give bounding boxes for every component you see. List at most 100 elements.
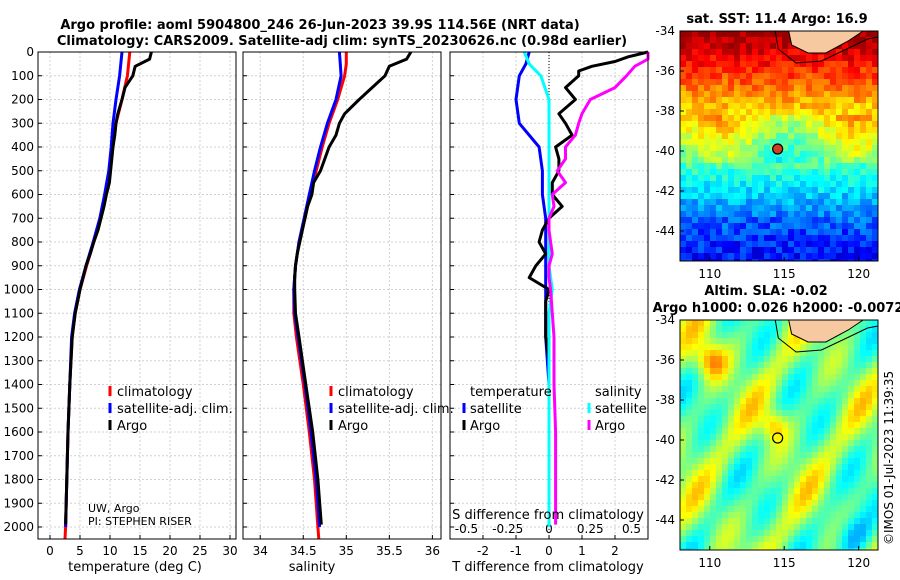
sla-map-cell <box>788 416 794 422</box>
sla-map-cell <box>860 428 866 434</box>
sla-map-cell <box>716 524 722 530</box>
sla-map-cell <box>776 398 782 404</box>
sst-map-cell <box>728 211 734 217</box>
sla-map-cell <box>830 434 836 440</box>
sst-map-cell <box>776 247 782 253</box>
sst-map-cell <box>710 133 716 139</box>
sst-map-cell <box>770 133 776 139</box>
sla-map-cell <box>728 536 734 542</box>
sla-map-cell <box>788 452 794 458</box>
sst-map-cell <box>836 211 842 217</box>
sla-map-cell <box>776 524 782 530</box>
sst-map-cell <box>728 151 734 157</box>
sla-map-cell <box>860 470 866 476</box>
sla-map-cell <box>848 458 854 464</box>
sst-map-cell <box>722 79 728 85</box>
sst-map-cell <box>716 259 722 261</box>
sla-map-cell <box>866 524 872 530</box>
sla-map-cell <box>704 392 710 398</box>
figure-title-line2: Climatology: CARS2009. Satellite-adj cli… <box>57 34 627 49</box>
x-tick-label: -1 <box>510 544 522 558</box>
sla-map-cell <box>722 350 728 356</box>
sla-map-cell <box>740 476 746 482</box>
sst-map-cell <box>872 49 878 55</box>
sst-map-cell <box>728 235 734 241</box>
sst-map-cell <box>692 37 698 43</box>
sla-map-cell <box>680 482 686 488</box>
sst-map-cell <box>836 253 842 259</box>
sst-map-cell <box>824 241 830 247</box>
sla-map-cell <box>776 530 782 536</box>
sla-map-cell <box>686 338 692 344</box>
sla-map-cell <box>716 356 722 362</box>
sla-map-cell <box>764 494 770 500</box>
sla-map-cell <box>824 446 830 452</box>
sla-map-cell <box>698 398 704 404</box>
sst-map-cell <box>770 37 776 43</box>
sla-map-cell <box>746 500 752 506</box>
sst-map-cell <box>692 211 698 217</box>
sst-map-cell <box>812 187 818 193</box>
sla-map-cell <box>716 440 722 446</box>
sla-map-cell <box>692 506 698 512</box>
sst-map-cell <box>764 181 770 187</box>
sst-map-cell <box>710 31 716 37</box>
sst-map-cell <box>722 121 728 127</box>
sst-map-cell <box>722 139 728 145</box>
sla-map-cell <box>830 416 836 422</box>
sla-map-cell <box>686 440 692 446</box>
sst-map-cell <box>818 157 824 163</box>
sla-map-cell <box>764 410 770 416</box>
sst-map-cell <box>866 223 872 229</box>
sla-map-cell <box>704 374 710 380</box>
sla-map-cell <box>782 452 788 458</box>
sst-map-cell <box>830 67 836 73</box>
sst-map-cell <box>704 37 710 43</box>
sla-map-cell <box>764 488 770 494</box>
sla-map-cell <box>692 440 698 446</box>
sla-map-cell <box>686 482 692 488</box>
sla-map-cell <box>800 464 806 470</box>
sla-map-cell <box>776 350 782 356</box>
sst-map-cell <box>686 205 692 211</box>
sst-map-cell <box>818 85 824 91</box>
sla-map-cell <box>698 518 704 524</box>
sst-map-cell <box>794 91 800 97</box>
sst-map-cell <box>752 229 758 235</box>
sst-map-cell <box>806 157 812 163</box>
sst-map-cell <box>722 145 728 151</box>
sst-map-cell <box>734 91 740 97</box>
sst-map-cell <box>770 61 776 67</box>
sst-map-cell <box>872 187 878 193</box>
sst-map-cell <box>680 121 686 127</box>
sst-map-cell <box>710 43 716 49</box>
sla-map-cell <box>710 518 716 524</box>
sst-map-cell <box>716 61 722 67</box>
sst-map-cell <box>800 109 806 115</box>
sla-map-cell <box>734 548 740 550</box>
sst-map-cell <box>770 235 776 241</box>
sst-map-cell <box>692 151 698 157</box>
sla-map-cell <box>866 338 872 344</box>
sst-map-cell <box>758 151 764 157</box>
sst-map-cell <box>692 43 698 49</box>
sla-map-cell <box>722 446 728 452</box>
sla-map-cell <box>770 428 776 434</box>
sla-map-cell <box>848 404 854 410</box>
sst-map-cell <box>764 157 770 163</box>
sla-map-cell <box>740 386 746 392</box>
sst-map-cell <box>824 175 830 181</box>
sla-map-cell <box>728 518 734 524</box>
sst-map-cell <box>710 229 716 235</box>
sla-map-cell <box>782 386 788 392</box>
sst-map-cell <box>680 145 686 151</box>
sst-map-cell <box>722 229 728 235</box>
sst-map-cell <box>740 67 746 73</box>
sst-map-cell <box>758 31 764 37</box>
sst-map-cell <box>770 253 776 259</box>
sst-map-cell <box>824 85 830 91</box>
sla-map-cell <box>854 434 860 440</box>
sla-map-cell <box>794 464 800 470</box>
sla-map-cell <box>860 518 866 524</box>
sla-map-cell <box>788 500 794 506</box>
